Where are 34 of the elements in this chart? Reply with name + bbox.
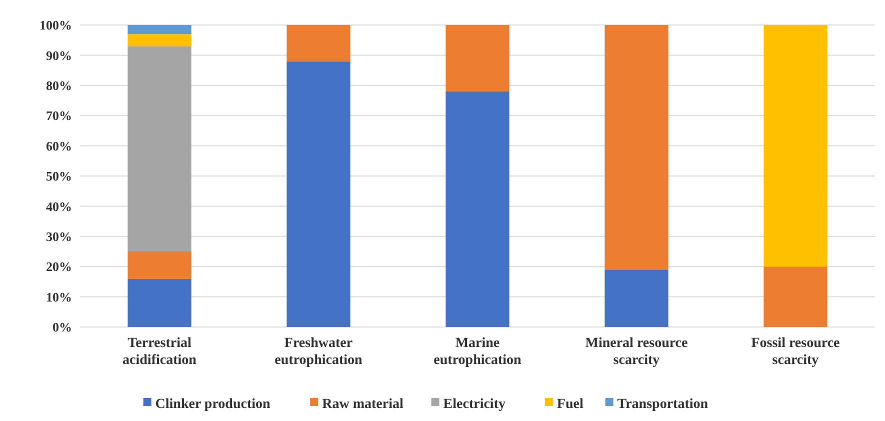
bar <box>286 61 350 327</box>
y-tick-label: 100% <box>40 18 72 33</box>
bar <box>764 266 828 327</box>
x-tick-label: Terrestrial acidification <box>122 336 197 368</box>
x-tick-label: Freshwater eutrophication <box>274 336 363 368</box>
x-tick-label: Mineral resource scarcity <box>585 336 688 368</box>
bar <box>128 278 192 327</box>
legend-label: Clinker production <box>155 396 271 412</box>
y-tick-label: 0% <box>52 320 72 335</box>
y-tick-label: 20% <box>46 259 72 274</box>
bar <box>446 91 510 327</box>
bar <box>604 25 668 270</box>
x-tick-label: Marine eutrophication <box>434 336 522 368</box>
bar <box>286 25 350 62</box>
bar <box>604 270 668 327</box>
y-tick-label: 70% <box>46 108 72 124</box>
legend-label: Transportation <box>617 396 708 412</box>
y-tick-label: 50% <box>46 168 72 184</box>
bar <box>128 25 192 34</box>
y-tick-label: 80% <box>46 78 72 93</box>
bar <box>128 34 192 46</box>
y-tick-label: 90% <box>46 48 72 63</box>
bar <box>128 252 192 279</box>
legend-label: Electricity <box>443 396 506 412</box>
y-tick-label: 10% <box>46 289 72 304</box>
bar <box>446 25 510 92</box>
y-tick-label: 30% <box>46 228 72 244</box>
bar <box>128 46 192 252</box>
legend-label: Raw material <box>322 396 404 412</box>
y-tick-label: 60% <box>46 138 72 154</box>
x-tick-label: Fossil resource scarcity <box>751 336 840 368</box>
bar <box>764 25 828 267</box>
legend-label: Fuel <box>556 396 584 412</box>
y-tick-label: 40% <box>46 198 72 214</box>
